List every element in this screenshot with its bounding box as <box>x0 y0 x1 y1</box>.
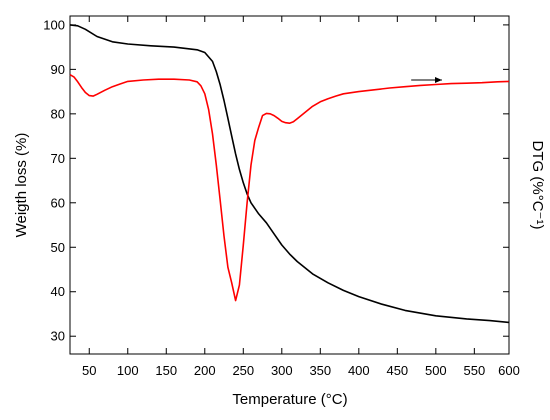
y-tick-label: 80 <box>51 106 65 121</box>
x-tick-label: 400 <box>348 363 370 378</box>
x-tick-label: 250 <box>232 363 254 378</box>
x-tick-label: 150 <box>155 363 177 378</box>
x-axis-ticks: 50 100 150 200 250 300 350 400 450 500 550 600 <box>82 16 520 378</box>
series-line-1 <box>69 24 510 324</box>
x-tick-label: 600 <box>498 363 520 378</box>
y-tick-label: 30 <box>51 329 65 344</box>
y-tick-label: 50 <box>51 240 65 255</box>
y-tick-label: 100 <box>43 17 65 32</box>
x-tick-label: 350 <box>309 363 331 378</box>
series-layer <box>69 24 510 324</box>
x-tick-label: 50 <box>82 363 96 378</box>
y-tick-label: 70 <box>51 151 65 166</box>
y-axis-ticks: 30 40 50 60 70 80 90 100 <box>43 17 509 344</box>
y-tick-label: 60 <box>51 195 65 210</box>
y-tick-label: 40 <box>51 284 65 299</box>
x-tick-label: 300 <box>271 363 293 378</box>
x-axis-title: Temperature (°C) <box>232 391 347 408</box>
annotation-layer <box>411 77 442 84</box>
plot-frame <box>69 15 510 355</box>
arrow-head <box>434 77 442 84</box>
x-tick-label: 500 <box>425 363 447 378</box>
x-tick-label: 200 <box>194 363 216 378</box>
y2-axis-title: DTG (%°C⁻¹) <box>529 141 546 230</box>
y-axis-title: Weigth loss (%) <box>13 133 30 238</box>
x-tick-label: 550 <box>463 363 485 378</box>
y-tick-label: 90 <box>51 62 65 77</box>
x-tick-label: 450 <box>386 363 408 378</box>
x-tick-label: 100 <box>117 363 139 378</box>
series-line-2 <box>69 74 510 302</box>
